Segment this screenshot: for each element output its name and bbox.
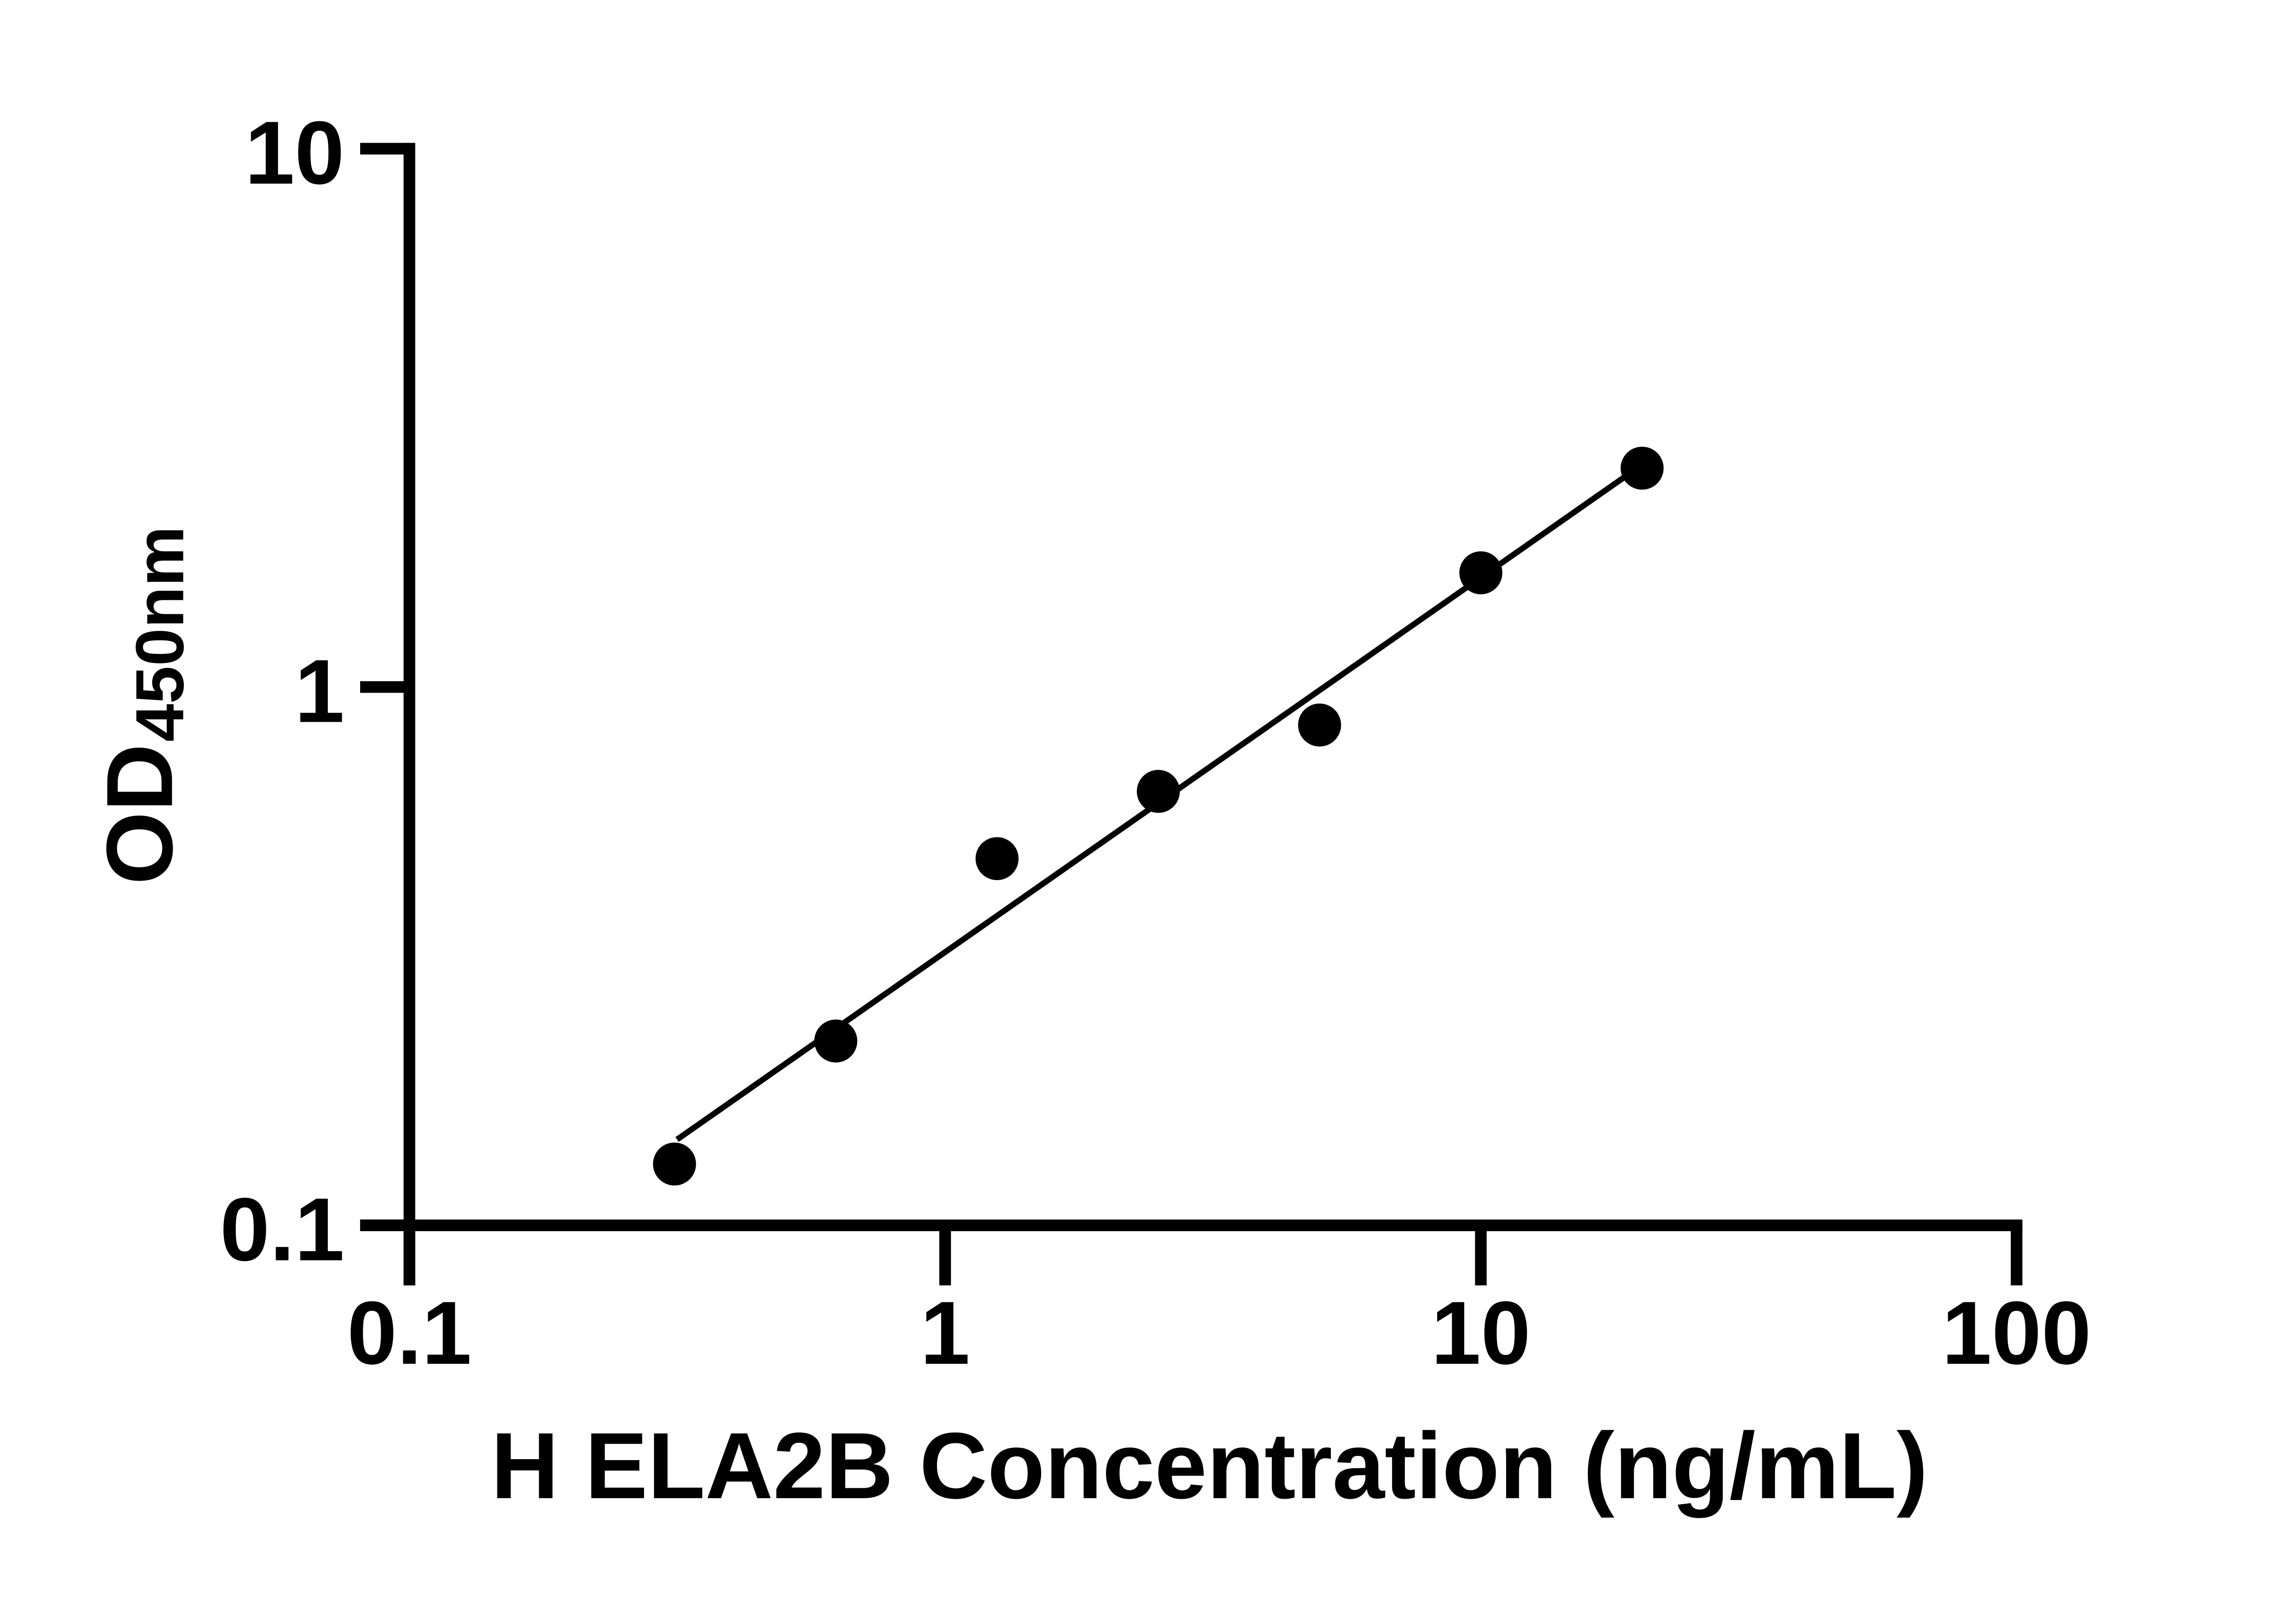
data-points-layer [653, 446, 1664, 1186]
axes [360, 143, 2023, 1286]
data-point [1621, 446, 1664, 490]
y-axis-title: OD 450nm [87, 526, 198, 885]
x-tick-label: 1 [920, 1282, 970, 1383]
y-axis-title-main: OD [87, 744, 192, 885]
data-point [1298, 703, 1341, 747]
data-point [1459, 551, 1502, 594]
y-tick-label: 10 [245, 102, 344, 203]
ticks [360, 143, 2023, 1286]
data-point [814, 1019, 858, 1063]
x-axis-title: H ELA2B Concentration (ng/mL) [491, 1413, 1928, 1518]
data-point [975, 837, 1019, 881]
x-tick-label: 10 [1431, 1282, 1531, 1383]
y-tick-label: 0.1 [220, 1179, 344, 1279]
tick-labels: 0.1 1 10 100 0.1 1 10 [220, 102, 2091, 1383]
x-tick-label: 0.1 [347, 1282, 471, 1383]
data-point [653, 1142, 696, 1186]
y-tick-label: 1 [295, 641, 345, 741]
x-tick-label: 100 [1942, 1282, 2091, 1383]
y-axis-title-subscript: 450nm [121, 526, 198, 742]
data-point [1136, 770, 1180, 813]
